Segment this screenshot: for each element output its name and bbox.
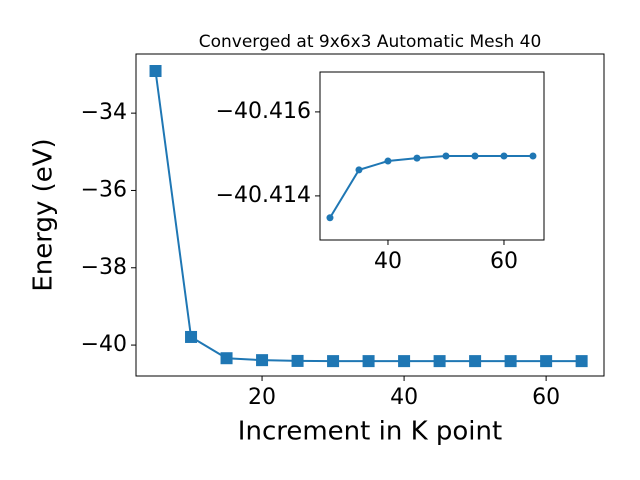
marker <box>362 355 375 368</box>
marker <box>529 152 537 160</box>
marker <box>220 352 233 365</box>
marker <box>355 166 363 174</box>
x-tick-label: 60 <box>532 385 560 410</box>
y-axis-label: Energy (eV) <box>29 138 59 291</box>
marker <box>540 355 553 368</box>
marker <box>413 154 421 162</box>
y-tick-label: −40.416 <box>216 99 311 124</box>
x-tick-label: 60 <box>490 249 518 274</box>
marker <box>469 355 482 368</box>
marker <box>442 152 450 160</box>
marker <box>185 330 198 343</box>
x-tick-label: 40 <box>374 249 402 274</box>
x-axis-label: Increment in K point <box>238 417 502 447</box>
marker <box>433 355 446 368</box>
marker <box>384 157 392 165</box>
x-tick-label: 40 <box>390 385 418 410</box>
marker <box>326 214 334 222</box>
marker <box>471 152 479 160</box>
chart-title: Converged at 9x6x3 Automatic Mesh 40 <box>199 32 542 52</box>
y-tick-label: −40.414 <box>216 183 311 208</box>
marker <box>575 355 588 368</box>
marker <box>327 355 340 368</box>
data-line <box>329 155 533 219</box>
x-tick-label: 20 <box>248 385 276 410</box>
marker <box>398 355 411 368</box>
y-tick-label: −36 <box>81 177 127 202</box>
marker <box>256 354 269 367</box>
y-tick-label: −38 <box>81 255 127 280</box>
marker <box>500 152 508 160</box>
marker <box>149 65 162 78</box>
marker <box>504 355 517 368</box>
y-tick-label: −40 <box>81 332 127 357</box>
marker <box>291 354 304 367</box>
y-tick-label: −34 <box>81 100 127 125</box>
